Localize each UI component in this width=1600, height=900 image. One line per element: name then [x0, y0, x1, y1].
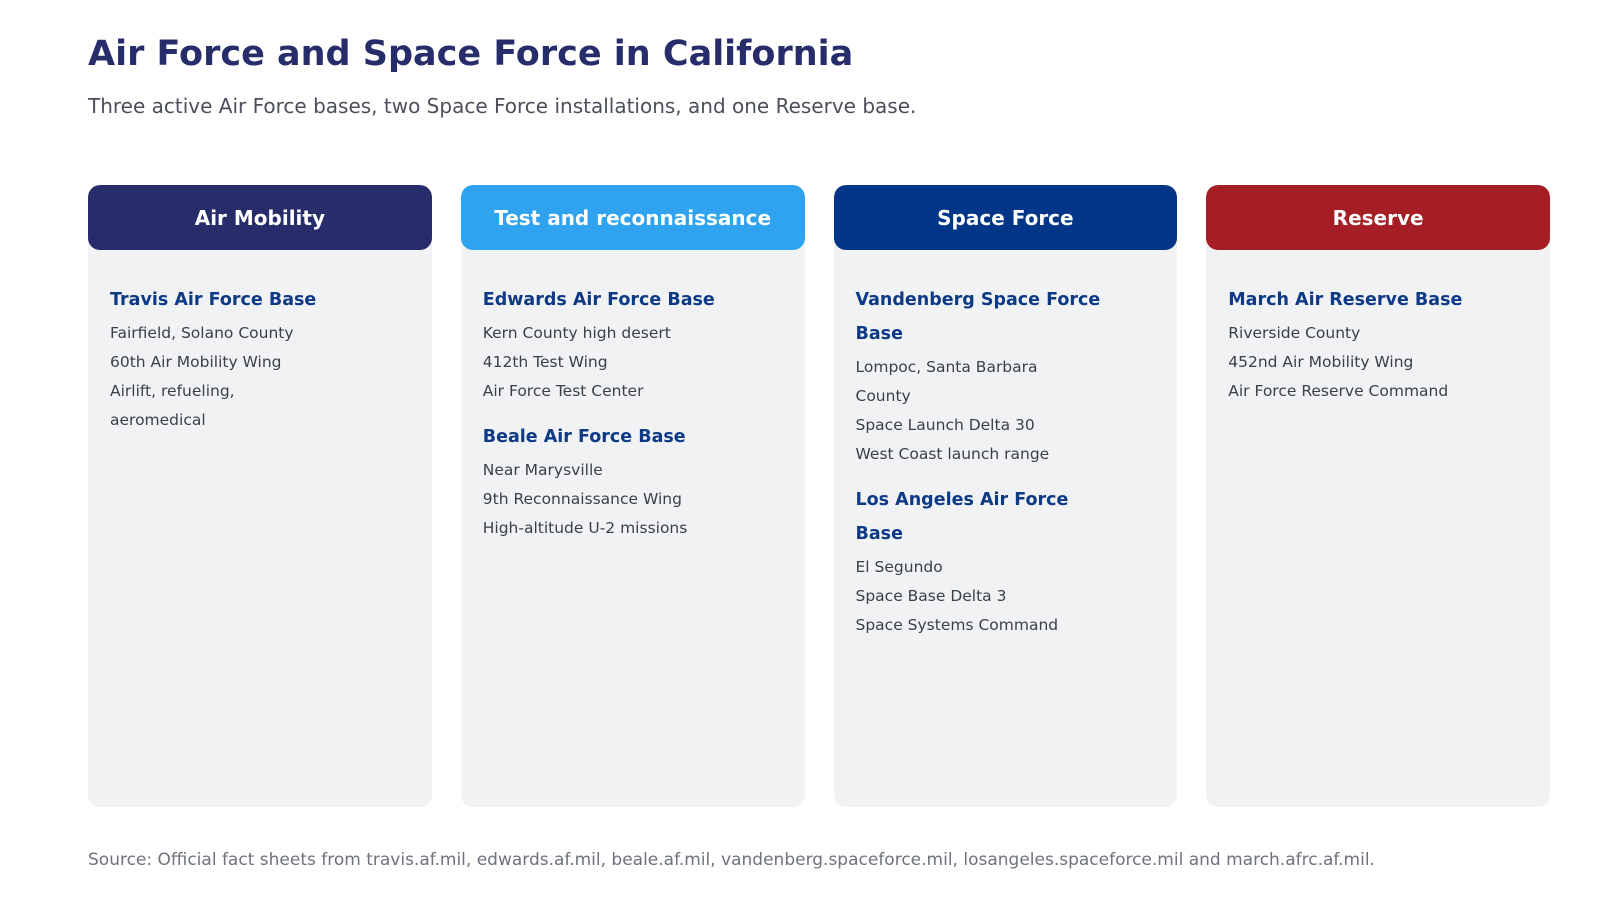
column-header-reserve: Reserve [1206, 185, 1550, 250]
column-body: Edwards Air Force Base Kern County high … [461, 250, 805, 543]
base-detail: 412th Test Wing [482, 353, 608, 371]
base-name: Vandenberg Space Force Base [855, 290, 1101, 344]
base-detail: High-altitude U-2 missions [482, 519, 688, 537]
source-note: Source: Official fact sheets from travis… [88, 850, 1375, 870]
column-header-air-mobility: Air Mobility [88, 185, 432, 250]
base-detail: 452nd Air Mobility Wing [1228, 353, 1414, 371]
column-header-space-force: Space Force [833, 185, 1178, 250]
base-name: Travis Air Force Base [110, 290, 317, 310]
column-body: Travis Air Force Base Fairfield, Solano … [88, 250, 432, 435]
base-entry-los-angeles: Los Angeles Air Force Base El Segundo Spa… [856, 483, 1156, 640]
base-detail: Riverside County [1228, 324, 1361, 342]
base-detail: Near Marysville [482, 461, 603, 479]
page-title: Air Force and Space Force in California [88, 34, 854, 74]
column-space-force: Space Force Vandenberg Space Force Base L… [833, 185, 1178, 807]
base-detail: Airlift, refueling, aeromedical [110, 382, 235, 429]
base-entry-travis: Travis Air Force Base Fairfield, Solano … [110, 283, 410, 435]
base-detail: El Segundo [855, 558, 943, 576]
column-header-test-and-reconnaissance: Test and reconnaissance [460, 185, 805, 250]
column-test-and-reconnaissance: Test and reconnaissance Edwards Air Forc… [460, 185, 805, 807]
base-detail: Lompoc, Santa Barbara County [855, 358, 1038, 405]
base-name: Los Angeles Air Force Base [855, 490, 1069, 544]
base-name: March Air Reserve Base [1228, 290, 1463, 310]
column-air-mobility: Air Mobility Travis Air Force Base Fairf… [88, 185, 432, 807]
base-name: Beale Air Force Base [482, 427, 686, 447]
base-detail: Air Force Reserve Command [1228, 382, 1449, 400]
base-detail: Air Force Test Center [482, 382, 644, 400]
base-detail: 9th Reconnaissance Wing [482, 490, 682, 508]
category-columns: Air Mobility Travis Air Force Base Fairf… [88, 185, 1550, 807]
page-subtitle: Three active Air Force bases, two Space … [88, 94, 917, 118]
base-entry-edwards: Edwards Air Force Base Kern County high … [483, 283, 783, 406]
base-detail: Kern County high desert [482, 324, 671, 342]
base-entry-vandenberg: Vandenberg Space Force Base Lompoc, Santa… [856, 283, 1156, 469]
column-body: March Air Reserve Base Riverside County … [1206, 250, 1550, 406]
base-detail: Fairfield, Solano County [110, 324, 294, 342]
base-detail: Space Base Delta 3 [855, 587, 1007, 605]
column-body: Vandenberg Space Force Base Lompoc, Santa… [834, 250, 1178, 640]
base-detail: 60th Air Mobility Wing [110, 353, 282, 371]
column-reserve: Reserve March Air Reserve Base Riverside… [1206, 185, 1550, 807]
base-detail: West Coast launch range [855, 445, 1050, 463]
base-entry-march: March Air Reserve Base Riverside County … [1228, 283, 1528, 406]
base-name: Edwards Air Force Base [482, 290, 715, 310]
base-detail: Space Launch Delta 30 [855, 416, 1035, 434]
base-entry-beale: Beale Air Force Base Near Marysville 9th… [483, 420, 783, 543]
base-detail: Space Systems Command [855, 616, 1059, 634]
